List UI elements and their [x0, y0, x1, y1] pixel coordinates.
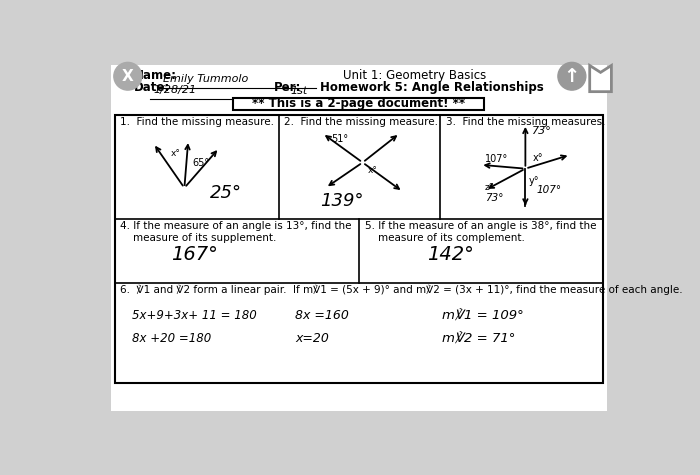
Text: ** This is a 2-page document! **: ** This is a 2-page document! **: [252, 97, 466, 111]
Text: 107°: 107°: [536, 185, 561, 195]
Text: m℣2 = 71°: m℣2 = 71°: [442, 332, 516, 345]
Text: x°: x°: [170, 149, 181, 158]
Bar: [115, 115, 603, 383]
Text: 167°: 167°: [172, 245, 218, 264]
Text: 25°: 25°: [210, 184, 242, 202]
Text: 73°: 73°: [531, 126, 552, 136]
Text: Date:: Date:: [134, 81, 170, 94]
Text: Unit 1: Geometry Basics: Unit 1: Geometry Basics: [343, 69, 486, 82]
Text: 8x =160: 8x =160: [295, 309, 349, 322]
Text: ↑: ↑: [564, 67, 580, 86]
Text: X: X: [122, 69, 134, 84]
Text: 1st: 1st: [290, 86, 308, 95]
Text: 5x+9+3x+ 11 = 180: 5x+9+3x+ 11 = 180: [132, 309, 257, 322]
Text: 65°: 65°: [192, 158, 209, 168]
Text: x°: x°: [533, 153, 544, 163]
Text: m℣1 = 109°: m℣1 = 109°: [442, 309, 524, 322]
Text: z°: z°: [485, 183, 494, 192]
Text: 4. If the measure of an angle is 13°, find the
    measure of its supplement.: 4. If the measure of an angle is 13°, fi…: [120, 221, 351, 243]
Text: 6.  ℣1 and ℣2 form a linear pair.  If m℣1 = (5x + 9)° and m℣2 = (3x + 11)°, find: 6. ℣1 and ℣2 form a linear pair. If m℣1 …: [120, 284, 682, 294]
Text: 139°: 139°: [320, 191, 363, 209]
Text: Name:: Name:: [134, 69, 177, 82]
Text: 107°: 107°: [485, 154, 508, 164]
Text: x=20: x=20: [295, 332, 329, 345]
Text: 51°: 51°: [332, 134, 349, 144]
Text: Per:: Per:: [274, 81, 301, 94]
Text: 1/28/21: 1/28/21: [153, 86, 197, 95]
Text: y°: y°: [528, 176, 539, 186]
Text: x°: x°: [368, 166, 377, 175]
Text: 8x +20 =180: 8x +20 =180: [132, 332, 211, 345]
Circle shape: [114, 62, 141, 90]
Text: 73°: 73°: [485, 193, 503, 203]
Text: 5. If the measure of an angle is 38°, find the
    measure of its complement.: 5. If the measure of an angle is 38°, fi…: [365, 221, 596, 243]
Text: 1.  Find the missing measure.: 1. Find the missing measure.: [120, 117, 274, 127]
Circle shape: [558, 62, 586, 90]
Text: 2.  Find the missing measure.: 2. Find the missing measure.: [284, 117, 438, 127]
Text: Emily Tummolo: Emily Tummolo: [163, 74, 248, 84]
Text: 142°: 142°: [427, 245, 474, 264]
Text: 3.  Find the missing measures.: 3. Find the missing measures.: [446, 117, 605, 127]
Text: Homework 5: Angle Relationships: Homework 5: Angle Relationships: [320, 81, 544, 94]
Bar: [233, 98, 484, 110]
Polygon shape: [589, 66, 611, 92]
